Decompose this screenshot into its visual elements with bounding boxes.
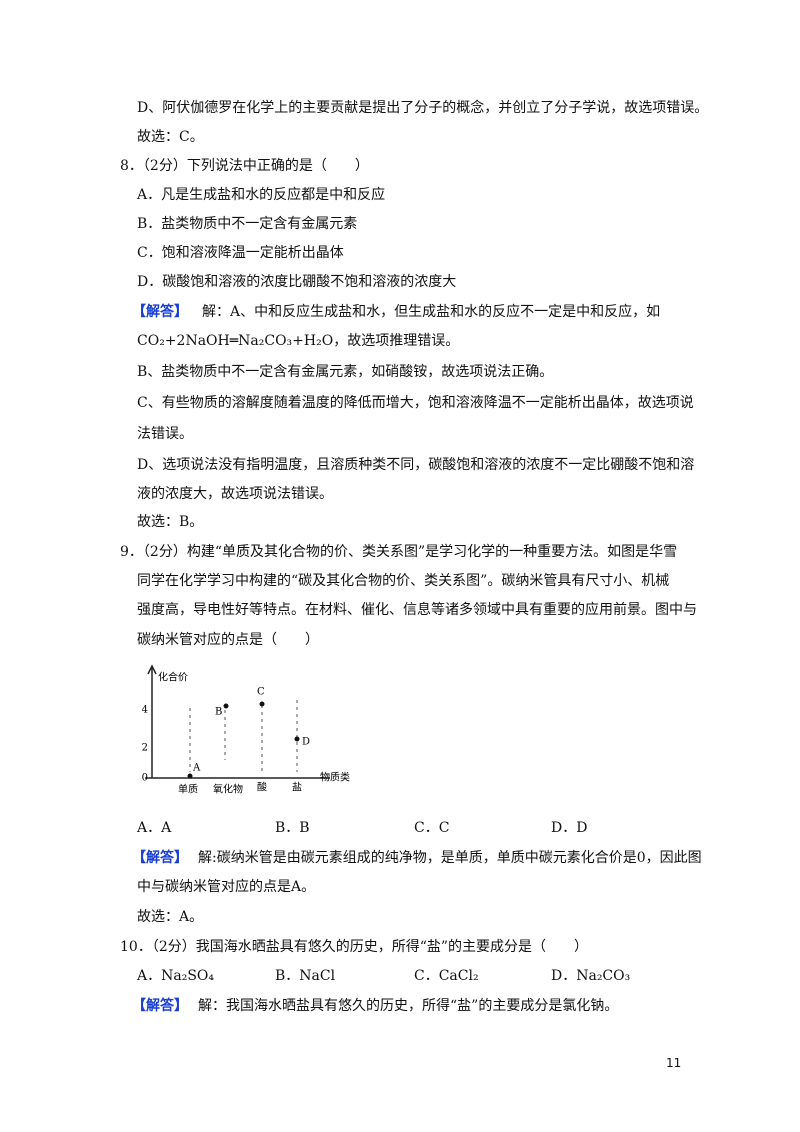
option: D．Na₂CO₃: [551, 968, 631, 984]
solution-label: 【解答】: [132, 850, 188, 866]
option: D．碳酸饱和溶液的浓度比硼酸不饱和溶液的浓度大: [137, 274, 457, 290]
text-line: D、阿伏伽德罗在化学上的主要贡献是提出了分子的概念，并创立了分子学说，故选项错误…: [137, 100, 709, 116]
text-line: 法错误。: [137, 426, 193, 442]
question-stem: 10．（2分）我国海水晒盐具有悠久的历史，所得“盐”的主要成分是（ ）: [120, 939, 589, 955]
text-line: CO₂+2NaOH═Na₂CO₃+H₂O，故选项推理错误。: [137, 333, 460, 349]
point-label: C: [257, 687, 265, 698]
option: A．A: [137, 820, 172, 836]
text-line: 故选：A。: [137, 909, 204, 925]
text-line: 解：我国海水晒盐具有悠久的历史，所得“盐”的主要成分是氯化钠。: [198, 998, 619, 1014]
option: A．Na₂SO₄: [137, 968, 214, 984]
question-stem: 9．（2分）构建“单质及其化合物的价、类关系图”是学习化学的一种重要方法。如图是…: [120, 544, 678, 560]
text-line: 解：A、中和反应生成盐和水，但生成盐和水的反应不一定是中和反应，如: [202, 304, 661, 320]
text-line: 中与碳纳米管对应的点是A。: [137, 879, 316, 895]
text-line: 解:碳纳米管是由碳元素组成的纯净物，是单质，单质中碳元素化合价是0，因此图: [198, 850, 702, 866]
tick-label: 0: [142, 773, 148, 784]
question-stem: 碳纳米管对应的点是（ ）: [137, 632, 319, 648]
category-label: 盐: [292, 781, 302, 794]
category-label: 酸: [257, 781, 267, 794]
text-line: 故选：C。: [137, 129, 204, 145]
point-label: D: [302, 737, 310, 748]
point-label: B: [215, 707, 222, 718]
option: D．D: [551, 820, 588, 836]
axis-label: 物质类: [320, 771, 350, 784]
option: C．饱和溶液降温一定能析出晶体: [137, 245, 344, 261]
option: A．凡是生成盐和水的反应都是中和反应: [137, 187, 386, 203]
text-line: C、有些物质的溶解度随着温度的降低而增大，饱和溶液降温不一定能析出晶体，故选项说: [137, 395, 694, 411]
solution-label: 【解答】: [132, 998, 188, 1014]
option: B．盐类物质中不一定含有金属元素: [137, 216, 358, 232]
question-stem: 同学在化学学习中构建的“碳及其化合物的价、类关系图”。碳纳米管具有尺寸小、机械: [137, 573, 670, 589]
axis-label: 化合价: [158, 671, 188, 684]
tick-label: 2: [142, 743, 148, 754]
text-line: 液的浓度大，故选项说法错误。: [137, 486, 333, 502]
option: B．B: [275, 820, 310, 836]
page-number: 11: [666, 1056, 682, 1070]
text-line: B、盐类物质中不一定含有金属元素，如硝酸铵，故选项说法正确。: [137, 364, 554, 380]
solution-label: 【解答】: [132, 304, 188, 320]
question-stem: 强度高，导电性好等特点。在材料、催化、信息等诸多领域中具有重要的应用前景。图中与: [137, 602, 697, 618]
category-label: 氧化物: [213, 783, 243, 796]
category-label: 单质: [178, 784, 198, 796]
tick-label: 4: [142, 705, 148, 716]
question-stem: 8．（2分）下列说法中正确的是（ ）: [120, 158, 369, 174]
text-line: D、选项说法没有指明温度，且溶质种类不同，碳酸饱和溶液的浓度不一定比硼酸不饱和溶: [137, 457, 695, 473]
text-line: 故选：B。: [137, 514, 204, 530]
option: C．CaCl₂: [414, 968, 479, 984]
option: C．C: [414, 820, 450, 836]
point-label: A: [192, 763, 201, 774]
option: B．NaCl: [275, 968, 336, 984]
